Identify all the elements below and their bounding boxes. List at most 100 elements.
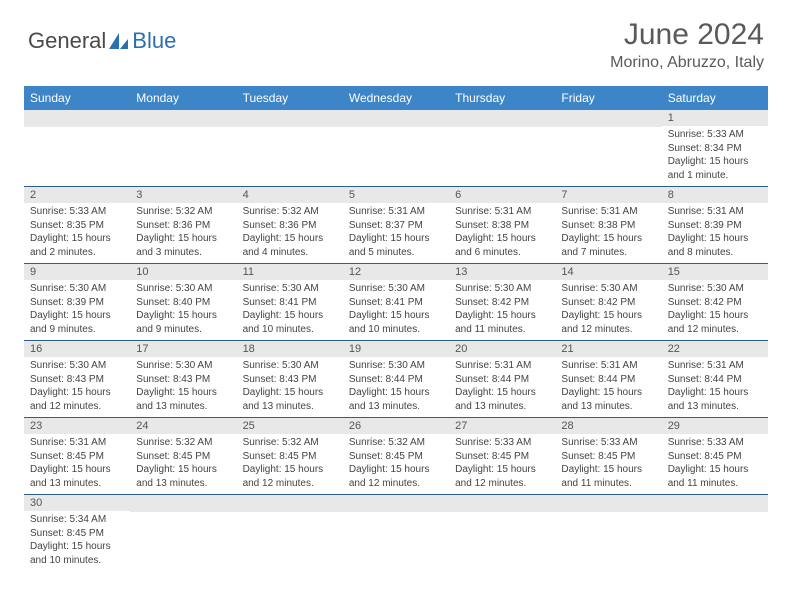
month-title: June 2024	[610, 18, 764, 52]
day-details: Sunrise: 5:34 AMSunset: 8:45 PMDaylight:…	[24, 511, 130, 571]
day-number: 13	[449, 264, 555, 280]
sunrise-text: Sunrise: 5:30 AM	[455, 282, 549, 296]
calendar-cell: 1Sunrise: 5:33 AMSunset: 8:34 PMDaylight…	[662, 110, 768, 187]
calendar-cell	[24, 110, 130, 187]
day-details: Sunrise: 5:30 AMSunset: 8:43 PMDaylight:…	[237, 357, 343, 417]
calendar-week-row: 30Sunrise: 5:34 AMSunset: 8:45 PMDayligh…	[24, 495, 768, 572]
sunset-text: Sunset: 8:45 PM	[668, 450, 762, 464]
calendar-cell	[449, 495, 555, 572]
day-number: 17	[130, 341, 236, 357]
day-details: Sunrise: 5:31 AMSunset: 8:45 PMDaylight:…	[24, 434, 130, 494]
day-number: 21	[555, 341, 661, 357]
day-number: 28	[555, 418, 661, 434]
calendar-cell	[237, 110, 343, 187]
daylight-text: Daylight: 15 hours and 12 minutes.	[30, 386, 124, 413]
day-number: 1	[662, 110, 768, 126]
calendar-cell: 12Sunrise: 5:30 AMSunset: 8:41 PMDayligh…	[343, 264, 449, 341]
day-details: Sunrise: 5:32 AMSunset: 8:36 PMDaylight:…	[237, 203, 343, 263]
sunrise-text: Sunrise: 5:30 AM	[136, 282, 230, 296]
sunset-text: Sunset: 8:39 PM	[668, 219, 762, 233]
daylight-text: Daylight: 15 hours and 12 minutes.	[561, 309, 655, 336]
sunset-text: Sunset: 8:45 PM	[30, 450, 124, 464]
sunrise-text: Sunrise: 5:30 AM	[561, 282, 655, 296]
calendar-week-row: 1Sunrise: 5:33 AMSunset: 8:34 PMDaylight…	[24, 110, 768, 187]
sunrise-text: Sunrise: 5:33 AM	[668, 128, 762, 142]
sunset-text: Sunset: 8:41 PM	[243, 296, 337, 310]
sunset-text: Sunset: 8:44 PM	[668, 373, 762, 387]
sunrise-text: Sunrise: 5:30 AM	[349, 282, 443, 296]
day-number	[343, 110, 449, 127]
day-number	[130, 495, 236, 512]
daylight-text: Daylight: 15 hours and 13 minutes.	[455, 386, 549, 413]
calendar-cell	[555, 495, 661, 572]
day-number: 26	[343, 418, 449, 434]
day-number: 20	[449, 341, 555, 357]
daylight-text: Daylight: 15 hours and 7 minutes.	[561, 232, 655, 259]
brand-part1: General	[28, 28, 106, 54]
daylight-text: Daylight: 15 hours and 13 minutes.	[243, 386, 337, 413]
calendar-cell: 26Sunrise: 5:32 AMSunset: 8:45 PMDayligh…	[343, 418, 449, 495]
calendar-cell: 5 Sunrise: 5:31 AMSunset: 8:37 PMDaylight…	[343, 187, 449, 264]
calendar-cell	[343, 495, 449, 572]
sunset-text: Sunset: 8:39 PM	[30, 296, 124, 310]
calendar-cell: 10Sunrise: 5:30 AMSunset: 8:40 PMDayligh…	[130, 264, 236, 341]
sunrise-text: Sunrise: 5:31 AM	[455, 359, 549, 373]
calendar-cell	[449, 110, 555, 187]
sunset-text: Sunset: 8:45 PM	[455, 450, 549, 464]
page-header: General Blue June 2024 Morino, Abruzzo, …	[0, 0, 792, 80]
day-details: Sunrise: 5:33 AMSunset: 8:45 PMDaylight:…	[555, 434, 661, 494]
day-details: Sunrise: 5:31 AMSunset: 8:44 PMDaylight:…	[555, 357, 661, 417]
day-number	[662, 495, 768, 512]
day-number: 5	[343, 187, 449, 203]
sunset-text: Sunset: 8:36 PM	[243, 219, 337, 233]
daylight-text: Daylight: 15 hours and 12 minutes.	[349, 463, 443, 490]
day-header: Thursday	[449, 86, 555, 110]
day-header: Friday	[555, 86, 661, 110]
calendar-cell: 22Sunrise: 5:31 AMSunset: 8:44 PMDayligh…	[662, 341, 768, 418]
calendar-cell	[130, 110, 236, 187]
sunrise-text: Sunrise: 5:31 AM	[349, 205, 443, 219]
calendar-cell: 7Sunrise: 5:31 AMSunset: 8:38 PMDaylight…	[555, 187, 661, 264]
calendar-cell: 28Sunrise: 5:33 AMSunset: 8:45 PMDayligh…	[555, 418, 661, 495]
daylight-text: Daylight: 15 hours and 2 minutes.	[30, 232, 124, 259]
sunrise-text: Sunrise: 5:33 AM	[561, 436, 655, 450]
day-number: 29	[662, 418, 768, 434]
calendar-cell: 27Sunrise: 5:33 AMSunset: 8:45 PMDayligh…	[449, 418, 555, 495]
daylight-text: Daylight: 15 hours and 10 minutes.	[349, 309, 443, 336]
daylight-text: Daylight: 15 hours and 9 minutes.	[136, 309, 230, 336]
sunset-text: Sunset: 8:45 PM	[243, 450, 337, 464]
sunset-text: Sunset: 8:34 PM	[668, 142, 762, 156]
sunset-text: Sunset: 8:43 PM	[30, 373, 124, 387]
daylight-text: Daylight: 15 hours and 10 minutes.	[30, 540, 124, 567]
day-number	[237, 495, 343, 512]
sunset-text: Sunset: 8:44 PM	[349, 373, 443, 387]
day-details: Sunrise: 5:31 AMSunset: 8:38 PMDaylight:…	[555, 203, 661, 263]
location-subtitle: Morino, Abruzzo, Italy	[610, 54, 764, 72]
sunset-text: Sunset: 8:44 PM	[561, 373, 655, 387]
day-number: 19	[343, 341, 449, 357]
day-number: 25	[237, 418, 343, 434]
daylight-text: Daylight: 15 hours and 13 minutes.	[136, 463, 230, 490]
daylight-text: Daylight: 15 hours and 3 minutes.	[136, 232, 230, 259]
day-number: 30	[24, 495, 130, 511]
sunset-text: Sunset: 8:35 PM	[30, 219, 124, 233]
day-header: Tuesday	[237, 86, 343, 110]
day-details: Sunrise: 5:31 AMSunset: 8:44 PMDaylight:…	[662, 357, 768, 417]
daylight-text: Daylight: 15 hours and 13 minutes.	[30, 463, 124, 490]
calendar-cell: 29Sunrise: 5:33 AMSunset: 8:45 PMDayligh…	[662, 418, 768, 495]
daylight-text: Daylight: 15 hours and 5 minutes.	[349, 232, 443, 259]
calendar-cell: 3Sunrise: 5:32 AMSunset: 8:36 PMDaylight…	[130, 187, 236, 264]
day-details: Sunrise: 5:31 AMSunset: 8:39 PMDaylight:…	[662, 203, 768, 263]
sunset-text: Sunset: 8:37 PM	[349, 219, 443, 233]
day-details: Sunrise: 5:30 AMSunset: 8:44 PMDaylight:…	[343, 357, 449, 417]
sunset-text: Sunset: 8:43 PM	[136, 373, 230, 387]
calendar-cell: 16Sunrise: 5:30 AMSunset: 8:43 PMDayligh…	[24, 341, 130, 418]
calendar-week-row: 2Sunrise: 5:33 AMSunset: 8:35 PMDaylight…	[24, 187, 768, 264]
day-details: Sunrise: 5:30 AMSunset: 8:39 PMDaylight:…	[24, 280, 130, 340]
daylight-text: Daylight: 15 hours and 13 minutes.	[668, 386, 762, 413]
day-details: Sunrise: 5:30 AMSunset: 8:42 PMDaylight:…	[449, 280, 555, 340]
calendar-cell	[343, 110, 449, 187]
sunset-text: Sunset: 8:42 PM	[455, 296, 549, 310]
sunset-text: Sunset: 8:45 PM	[136, 450, 230, 464]
day-number: 7	[555, 187, 661, 203]
